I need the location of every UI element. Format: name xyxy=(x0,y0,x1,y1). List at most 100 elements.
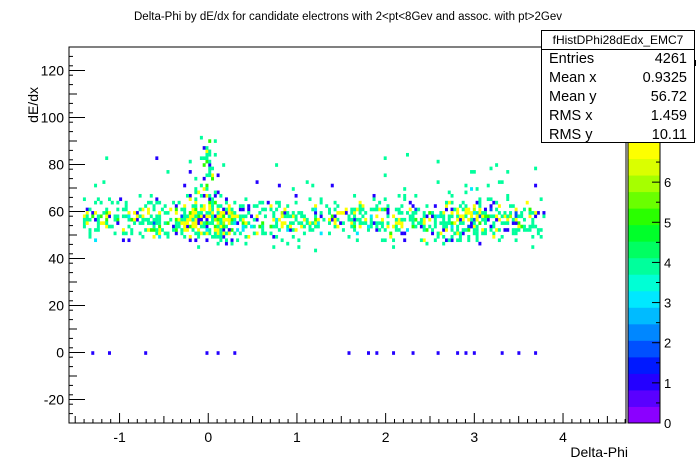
histogram-cell xyxy=(222,163,226,167)
histogram-cell xyxy=(408,207,412,212)
histogram-cell xyxy=(447,221,451,225)
histogram-cell xyxy=(205,224,209,229)
histogram-cell xyxy=(219,235,223,239)
histogram-cell xyxy=(383,173,387,178)
histogram-cell xyxy=(127,238,131,243)
histogram-cell xyxy=(511,228,515,232)
histogram-cell xyxy=(269,231,273,236)
histogram-cell xyxy=(194,176,198,181)
histogram-cell xyxy=(364,221,368,225)
histogram-cell xyxy=(180,207,184,212)
y-tick-label: 80 xyxy=(48,157,64,173)
histogram-cell xyxy=(152,224,156,229)
stats-row-mean-y: Mean y 56.72 xyxy=(542,88,694,107)
histogram-cell xyxy=(495,217,499,222)
histogram-cell xyxy=(314,211,318,215)
histogram-cell xyxy=(478,214,482,219)
histogram-cell xyxy=(534,351,538,355)
histogram-cell xyxy=(244,214,248,219)
histogram-cell xyxy=(439,221,443,225)
histogram-cell xyxy=(208,173,212,178)
histogram-cell xyxy=(205,183,209,188)
histogram-cell xyxy=(96,197,100,202)
histogram-cell xyxy=(241,207,245,212)
histogram-cell xyxy=(277,204,281,208)
histogram-cell xyxy=(483,231,487,236)
histogram-cell xyxy=(291,228,295,232)
histogram-cell xyxy=(467,228,471,232)
histogram-cell xyxy=(183,214,187,219)
histogram-cell xyxy=(417,221,421,225)
histogram-cell xyxy=(436,235,440,239)
histogram-cell xyxy=(172,200,176,205)
histogram-cell xyxy=(355,207,359,212)
histogram-cell xyxy=(461,200,465,205)
histogram-cell xyxy=(216,214,220,219)
histogram-cell xyxy=(534,214,538,219)
histogram-cell xyxy=(509,214,513,219)
histogram-cell xyxy=(222,224,226,229)
histogram-cell xyxy=(280,224,284,229)
histogram-cell xyxy=(364,211,368,215)
histogram-cell xyxy=(297,245,301,249)
histogram-cell xyxy=(528,224,532,229)
histogram-cell xyxy=(85,207,89,212)
histogram-cell xyxy=(133,217,137,222)
histogram-cell xyxy=(444,238,448,243)
histogram-cell xyxy=(213,224,217,229)
histogram-cell xyxy=(202,214,206,219)
histogram-cell xyxy=(503,211,507,215)
histogram-cell xyxy=(392,224,396,229)
histogram-cell xyxy=(85,221,89,225)
histogram-cell xyxy=(197,235,201,239)
histogram-cell xyxy=(107,351,111,355)
stats-value: 1.459 xyxy=(650,108,687,124)
histogram-cell xyxy=(536,231,540,236)
histogram-cell xyxy=(283,221,287,225)
histogram-cell xyxy=(472,224,476,229)
histogram-cell xyxy=(146,217,150,222)
histogram-cell xyxy=(194,190,198,195)
histogram-cell xyxy=(514,214,518,219)
x-tick-label: 4 xyxy=(559,429,567,445)
histogram-cell xyxy=(261,231,265,236)
histogram-cell xyxy=(191,224,195,229)
histogram-cell xyxy=(146,211,150,215)
histogram-cell xyxy=(91,351,95,355)
histogram-cell xyxy=(472,221,476,225)
histogram-cell xyxy=(353,228,357,232)
histogram-cell xyxy=(88,217,92,222)
histogram-cell xyxy=(294,214,298,219)
histogram-cell xyxy=(247,207,251,212)
histogram-cell xyxy=(383,228,387,232)
histogram-cell xyxy=(213,193,217,198)
histogram-cell xyxy=(194,217,198,222)
histogram-cell xyxy=(483,221,487,225)
histogram-cell xyxy=(394,221,398,225)
histogram-cell xyxy=(158,221,162,225)
histogram-cell xyxy=(155,214,159,219)
histogram-cell xyxy=(447,217,451,222)
palette-tick-label: 1 xyxy=(664,376,671,391)
histogram-cell xyxy=(394,217,398,222)
histogram-cell xyxy=(294,200,298,205)
histogram-cell xyxy=(461,228,465,232)
histogram-cell xyxy=(224,200,228,205)
histogram-cell xyxy=(130,231,134,236)
histogram-cell xyxy=(311,228,315,232)
histogram-cell xyxy=(199,204,203,208)
histogram-cell xyxy=(244,235,248,239)
histogram-cell xyxy=(509,204,513,208)
histogram-cell xyxy=(467,207,471,212)
histogram-cell xyxy=(506,217,510,222)
histogram-cell xyxy=(155,228,159,232)
histogram-cell xyxy=(194,224,198,229)
histogram-cell xyxy=(375,207,379,212)
histogram-cell xyxy=(386,214,390,219)
histogram-cell xyxy=(433,221,437,225)
palette-band xyxy=(628,290,660,308)
histogram-cell xyxy=(431,228,435,232)
histogram-cell xyxy=(503,228,507,232)
histogram-cell xyxy=(283,207,287,212)
histogram-cell xyxy=(353,193,357,198)
